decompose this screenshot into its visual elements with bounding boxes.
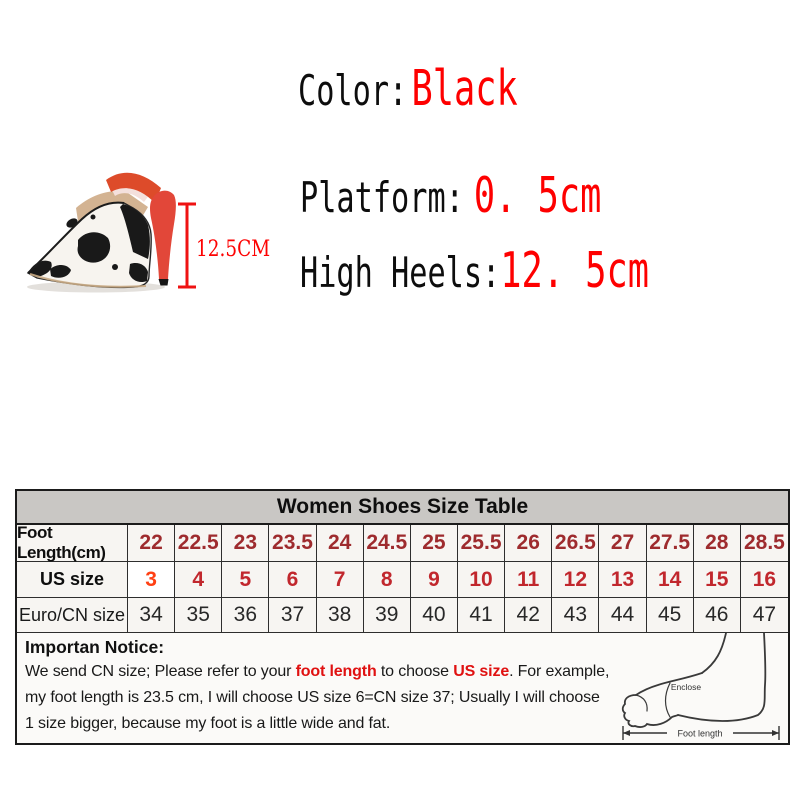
heel-height-marker-label: 12.5CM [196,237,271,262]
notice-seg-1: We send CN size; Please refer to your [25,663,296,680]
size-cell: 24 [316,525,364,562]
notice-line-1: We send CN size; Please refer to your fo… [25,659,614,685]
size-cell: 6 [269,562,317,598]
size-cell: 22.5 [175,525,223,562]
size-cell: 47 [740,598,788,633]
cow-print-patches [28,204,150,283]
shoe-topline [27,201,125,274]
size-cell: 34 [128,598,176,633]
size-cell: 23 [222,525,270,562]
notice-title: Importan Notice: [25,637,165,657]
size-cell: 46 [693,598,741,633]
heel-height-measure-line [178,202,196,289]
notice-line-3: 1 size bigger, because my foot is a litt… [25,715,391,732]
notice-seg-5: . For example, [509,663,610,680]
size-cell: 5 [222,562,270,598]
color-spec-line: Color: Black [298,64,518,113]
size-cell: 35 [175,598,223,633]
size-row-label: US size [17,562,128,598]
size-cell: 38 [316,598,364,633]
foot-outline-drawing: Enclose Foot length [621,633,780,740]
platform-value: 0. 5cm [473,167,602,224]
size-cell: 42 [505,598,553,633]
size-cell: 11 [505,562,553,598]
platform-label: Platform: [300,173,464,222]
size-cell: 23.5 [269,525,317,562]
size-cell: 12 [552,562,600,598]
foot-measure-diagram: Enclose Foot length [618,633,788,743]
size-row-label: Foot Length(cm) [17,523,128,562]
size-cell: 8 [363,562,411,598]
notice-foot-length-em: foot length [295,663,377,680]
shoe-photo-cow-print-slingback-heel [26,172,196,293]
notice-line-2: my foot length is 23.5 cm, I will choose… [25,689,600,706]
size-row-label: Euro/CN size [17,598,128,633]
size-cell: 3 [128,562,176,598]
size-cell: 9 [410,562,458,598]
heels-label: High Heels: [300,248,501,297]
size-cell: 27.5 [646,525,694,562]
notice-section: Importan Notice: We send CN size; Please… [17,633,788,743]
size-cell: 25.5 [457,525,506,562]
notice-seg-3: to choose [376,663,454,680]
notice-text-block: Importan Notice: We send CN size; Please… [17,633,618,743]
size-cell: 28.5 [740,525,788,562]
heel-tip [158,279,169,286]
size-cell: 45 [646,598,694,633]
size-cell: 27 [599,525,647,562]
size-cell: 14 [646,562,694,598]
size-cell: 16 [740,562,788,598]
size-cell: 36 [222,598,270,633]
size-cell: 4 [175,562,223,598]
size-cell: 44 [599,598,647,633]
slingback-strap [106,172,161,203]
color-label: Color: [298,66,408,115]
size-cell: 25 [410,525,458,562]
foot-length-label: Foot length [677,729,722,739]
size-cell: 13 [599,562,647,598]
size-cell: 7 [316,562,364,598]
size-cell: 15 [693,562,741,598]
notice-us-size-em: US size [453,663,510,680]
color-value: Black [411,60,518,117]
platform-spec-line: Platform: 0. 5cm [300,171,601,220]
size-cell: 40 [410,598,458,633]
size-cell: 43 [552,598,600,633]
enclose-label: Enclose [671,682,702,692]
size-cell: 26.5 [552,525,600,562]
heels-value: 12. 5cm [500,242,649,299]
size-cell: 10 [457,562,506,598]
heel-height-spec-line: High Heels: 12. 5cm [300,246,649,295]
size-cell: 37 [269,598,317,633]
women-shoes-size-table: Women Shoes Size Table Foot Length(cm) 22… [15,489,790,745]
sole-edge [29,273,147,288]
size-cell: 22 [128,525,176,562]
size-cell: 41 [457,598,506,633]
size-cell: 39 [363,598,411,633]
size-cell: 26 [505,525,553,562]
stiletto-heel [150,190,176,279]
size-cell: 24.5 [363,525,411,562]
size-table-grid: Foot Length(cm) 22 22.5 23 23.5 24 24.5 25 25.5 2… [17,523,788,633]
size-table-title: Women Shoes Size Table [17,491,788,525]
size-cell: 28 [693,525,741,562]
